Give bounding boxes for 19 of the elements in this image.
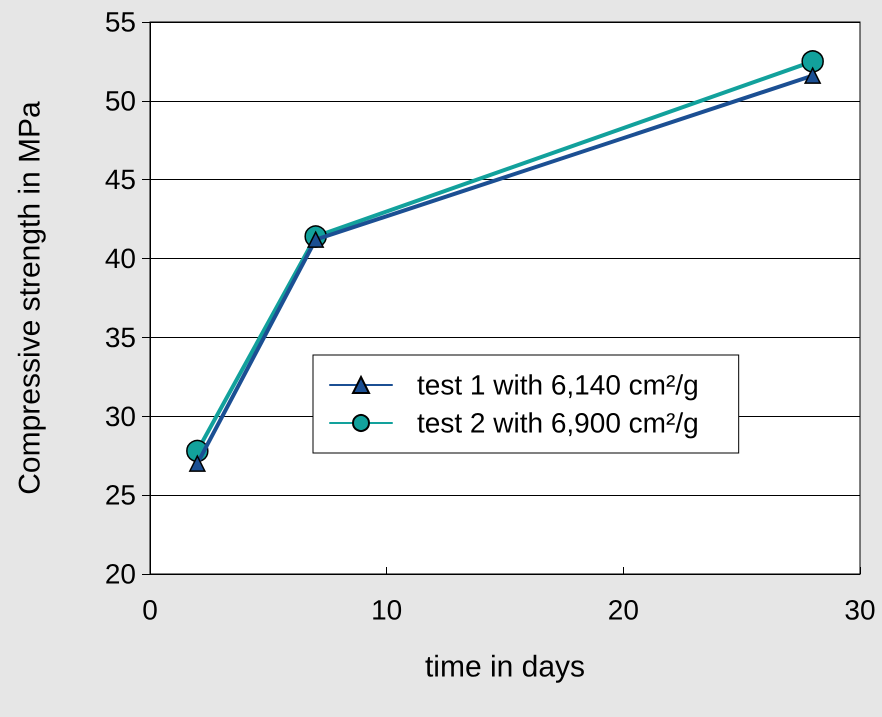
legend-label: test 1 with 6,140 cm²/g (417, 370, 699, 400)
y-tick-label: 55 (104, 6, 136, 38)
x-tick-label: 0 (142, 594, 158, 626)
y-tick-label: 50 (104, 85, 136, 116)
x-tick-label: 20 (608, 594, 639, 626)
y-tick-label: 25 (104, 480, 136, 511)
point (189, 455, 206, 472)
y-axis-title: Compressive strength in MPa (14, 100, 46, 495)
y-tick-label: 30 (104, 400, 136, 432)
legend-label: test 2 with 6,900 cm²/g (417, 408, 699, 438)
y-tick-label: 20 (104, 558, 136, 590)
y-tick-label: 35 (104, 322, 136, 353)
y-tick-label: 45 (104, 164, 136, 196)
x-tick-label: 10 (371, 594, 402, 626)
point (801, 50, 824, 73)
x-axis-title: time in days (424, 650, 586, 684)
point (804, 67, 821, 84)
y-tick-label: 40 (104, 243, 136, 274)
x-tick-label: 30 (844, 594, 876, 626)
